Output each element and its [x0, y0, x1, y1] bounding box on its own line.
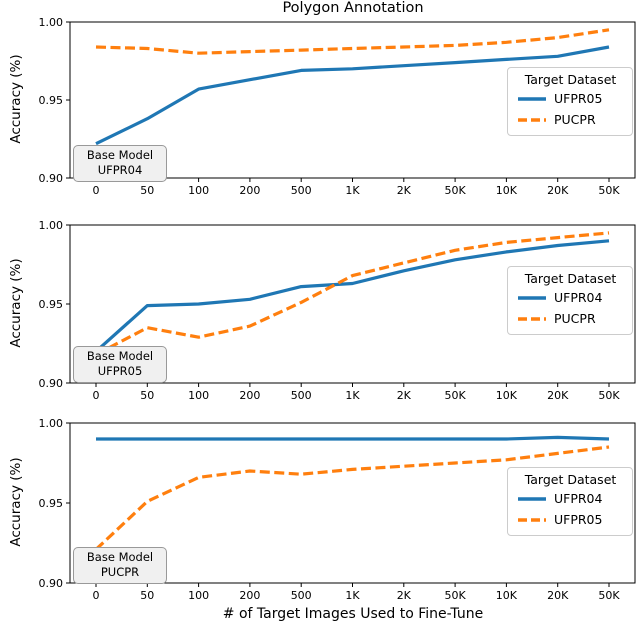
- figure-title: Polygon Annotation: [282, 0, 424, 16]
- x-tick-label: 1K: [345, 589, 360, 602]
- solid-line-sample-icon: [518, 96, 546, 101]
- x-tick-label: 200: [239, 389, 260, 402]
- annotation-line: Base Model: [86, 148, 154, 162]
- annotation-line: PUCPR: [100, 565, 140, 580]
- legend-title: Target Dataset: [524, 72, 617, 87]
- x-tick-label: 50: [140, 184, 154, 197]
- legend-entry: PUCPR: [515, 109, 626, 130]
- legend-entry-label: PUCPR: [554, 311, 596, 326]
- x-tick-label: 0: [93, 589, 100, 602]
- legend-entry-label: PUCPR: [554, 112, 596, 127]
- x-tick-label: 50: [140, 589, 154, 602]
- x-tick-label: 2K: [397, 589, 412, 602]
- legend-entry-label: UFPR04: [554, 491, 603, 506]
- dashed-line-sample-icon: [518, 117, 546, 122]
- y-axis-label: Accuracy (%): [8, 54, 24, 144]
- legend-entry: UFPR05: [515, 509, 626, 530]
- x-tick-label: 2K: [397, 184, 412, 197]
- solid-line-sample-icon: [518, 496, 546, 501]
- y-tick-label: 0.95: [39, 94, 64, 107]
- x-tick-label: 1K: [345, 184, 360, 197]
- x-tick-label: 50K: [598, 389, 620, 402]
- annotation-line: UFPR04: [97, 163, 143, 178]
- y-tick-label: 0.95: [39, 497, 64, 510]
- y-axis-label: Accuracy (%): [8, 258, 24, 348]
- x-tick-label: 10K: [496, 589, 518, 602]
- legend-entry: PUCPR: [515, 308, 626, 329]
- legend-subplot-1: Target Dataset UFPR05 PUCPR: [507, 67, 633, 136]
- x-tick-label: 50: [140, 389, 154, 402]
- legend-entry-label: UFPR04: [554, 290, 603, 305]
- series-line-ufpr04: [96, 435, 610, 441]
- series-line-ufpr04: [94, 239, 610, 353]
- series-line-pucpr: [95, 28, 610, 55]
- x-tick-label: 200: [239, 184, 260, 197]
- legend-subplot-3: Target Dataset UFPR04 UFPR05: [507, 467, 633, 536]
- series-line-ufpr05: [94, 445, 610, 551]
- series-line-ufpr05: [95, 45, 610, 146]
- x-tick-label: 50K: [598, 589, 620, 602]
- annotation-line: UFPR05: [97, 364, 143, 379]
- y-tick-label: 1.00: [39, 16, 64, 29]
- x-tick-label: 1K: [345, 389, 360, 402]
- legend-entry: UFPR05: [515, 88, 626, 109]
- x-tick-label: 20K: [547, 184, 569, 197]
- base-model-annotation: Base Model UFPR05: [73, 346, 167, 384]
- x-tick-label: 50K: [444, 184, 466, 197]
- y-tick-label: 1.00: [39, 219, 64, 232]
- series-line-pucpr: [95, 231, 610, 357]
- dashed-line-sample-icon: [518, 316, 546, 321]
- base-model-annotation: Base Model UFPR04: [73, 145, 167, 183]
- y-tick-label: 1.00: [39, 417, 64, 430]
- legend-entry: UFPR04: [515, 488, 626, 509]
- x-tick-label: 50K: [598, 184, 620, 197]
- legend-entry-label: UFPR05: [554, 91, 603, 106]
- y-tick-label: 0.90: [39, 577, 64, 590]
- y-axis-label: Accuracy (%): [8, 457, 24, 547]
- legend-subplot-2: Target Dataset UFPR04 PUCPR: [507, 266, 633, 335]
- legend-title: Target Dataset: [524, 271, 617, 286]
- x-tick-label: 50K: [444, 389, 466, 402]
- x-tick-label: 20K: [547, 589, 569, 602]
- y-tick-label: 0.90: [39, 377, 64, 390]
- x-tick-label: 50K: [444, 589, 466, 602]
- x-tick-label: 500: [291, 184, 312, 197]
- x-tick-label: 200: [239, 589, 260, 602]
- x-tick-label: 0: [93, 389, 100, 402]
- dashed-line-sample-icon: [518, 517, 546, 522]
- y-tick-label: 0.90: [39, 172, 64, 185]
- legend-entry-label: UFPR05: [554, 512, 603, 527]
- base-model-annotation: Base Model PUCPR: [73, 547, 167, 585]
- legend-entry: UFPR04: [515, 287, 626, 308]
- x-tick-label: 500: [291, 389, 312, 402]
- x-axis-label: # of Target Images Used to Fine-Tune: [222, 606, 484, 622]
- solid-line-sample-icon: [518, 295, 546, 300]
- x-tick-label: 100: [188, 589, 209, 602]
- y-tick-label: 0.95: [39, 298, 64, 311]
- x-tick-label: 20K: [547, 389, 569, 402]
- x-tick-label: 2K: [397, 389, 412, 402]
- x-tick-label: 10K: [496, 184, 518, 197]
- x-tick-label: 10K: [496, 389, 518, 402]
- annotation-line: Base Model: [86, 550, 154, 564]
- x-tick-label: 0: [93, 184, 100, 197]
- legend-title: Target Dataset: [524, 472, 617, 487]
- x-tick-label: 500: [291, 589, 312, 602]
- x-tick-label: 100: [188, 389, 209, 402]
- x-tick-label: 100: [188, 184, 209, 197]
- annotation-line: Base Model: [86, 349, 154, 363]
